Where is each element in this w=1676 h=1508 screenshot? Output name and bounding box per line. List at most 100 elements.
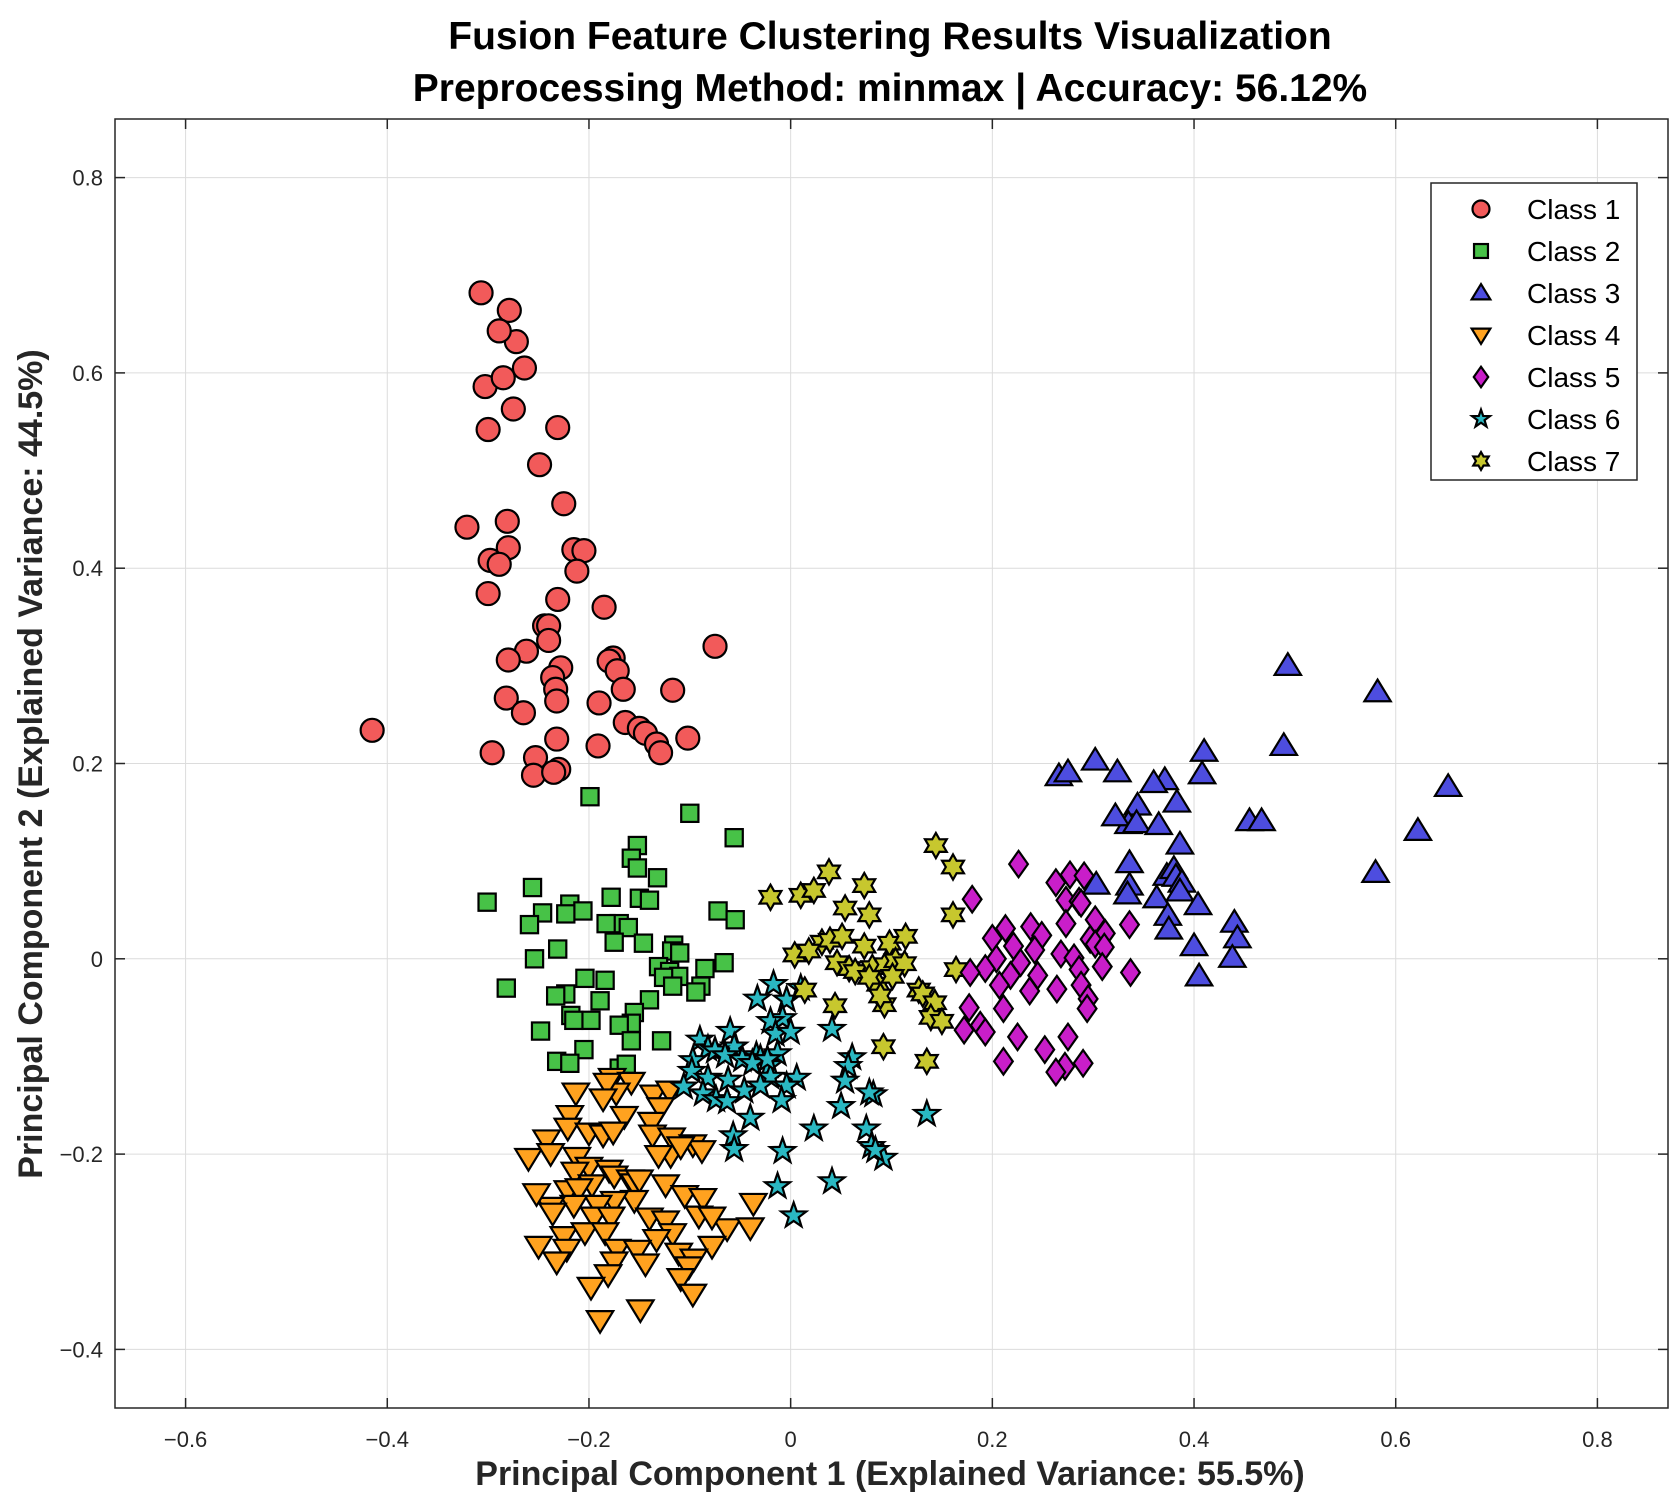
x-tick-label: 0.2 — [977, 1427, 1008, 1452]
class-3-point — [1268, 731, 1299, 757]
class-6-point — [744, 1069, 777, 1100]
class-5-point — [1055, 908, 1077, 939]
class-6-point — [850, 1112, 883, 1143]
class-3-point — [1080, 745, 1111, 771]
class-4-point — [665, 1136, 696, 1162]
class-2-point — [547, 939, 568, 959]
class-5-point — [1119, 957, 1142, 988]
class-2-point — [596, 913, 616, 934]
legend-item-class-1: Class 1 — [1471, 194, 1620, 225]
class-2-point — [530, 1021, 551, 1041]
class-7-point — [816, 857, 842, 887]
class-2-point — [695, 958, 715, 979]
class-6-point — [829, 1064, 861, 1095]
class-6-point — [832, 1049, 864, 1080]
class-6-point — [770, 1069, 803, 1100]
class-1-point — [468, 280, 494, 306]
class-7-point — [909, 979, 936, 1009]
class-2-point — [477, 892, 497, 912]
legend-marker-class-4 — [1469, 327, 1493, 347]
class-5-point — [1076, 993, 1098, 1024]
class-4-point — [630, 1253, 661, 1279]
y-tick-label: 0.6 — [72, 361, 103, 386]
class-2-point — [519, 914, 540, 935]
class-2-point — [522, 877, 543, 898]
class-3-point — [1183, 961, 1215, 987]
class-5-point — [1073, 860, 1095, 891]
class-2-point — [662, 976, 683, 996]
class-6-point — [911, 1097, 943, 1128]
class-1-point — [545, 414, 571, 441]
class-4-point — [513, 1147, 544, 1173]
class-1-point — [660, 677, 686, 703]
class-7-point — [891, 948, 918, 979]
class-4-point — [595, 1206, 627, 1232]
legend-label: Class 4 — [1527, 320, 1620, 351]
class-3-point — [1153, 914, 1184, 940]
class-5-point — [1018, 975, 1041, 1007]
class-1-point — [586, 690, 612, 716]
legend-marker-class-5 — [1472, 364, 1490, 390]
y-axis-label: Principal Component 2 (Explained Varianc… — [12, 349, 50, 1178]
class-6-point — [859, 1133, 892, 1164]
legend-marker-class-1 — [1471, 199, 1491, 219]
class-7-point — [757, 882, 784, 913]
class-7-point — [892, 921, 919, 952]
class-5-point — [974, 1016, 996, 1048]
class-2-point — [496, 978, 516, 998]
class-3-point — [1217, 943, 1248, 968]
class-6-point — [751, 1042, 784, 1073]
legend-item-class-4: Class 4 — [1469, 320, 1620, 351]
class-1-point — [536, 627, 562, 654]
class-2-point — [545, 986, 566, 1006]
class-6-point — [734, 1101, 767, 1132]
class-4-point — [541, 1251, 572, 1277]
class-3-point — [1432, 772, 1464, 798]
series-class-4 — [513, 1067, 769, 1335]
legend-item-class-7: Class 7 — [1471, 446, 1620, 477]
class-3-point — [1121, 808, 1152, 834]
class-7-point — [856, 900, 883, 930]
class-2-point — [670, 943, 690, 963]
class-2-point — [680, 803, 700, 824]
class-1-point — [610, 676, 636, 702]
data-markers — [359, 280, 1464, 1335]
class-4-point — [686, 1140, 718, 1165]
class-1-point — [479, 740, 505, 766]
class-1-point — [500, 396, 526, 422]
class-7-point — [795, 936, 822, 966]
class-1-point — [490, 365, 516, 391]
class-4-point — [560, 1082, 592, 1108]
class-4-point — [738, 1192, 769, 1218]
class-5-point — [1024, 934, 1046, 966]
class-2-point — [604, 932, 624, 952]
class-2-point — [595, 970, 615, 990]
class-4-point — [622, 1239, 653, 1265]
class-4-point — [643, 1144, 674, 1170]
class-6-point — [692, 1061, 724, 1092]
class-6-point — [761, 1169, 794, 1200]
class-1-point — [510, 700, 537, 726]
class-2-point — [639, 990, 660, 1010]
class-3-point — [1141, 883, 1172, 909]
class-5-point — [1045, 1056, 1067, 1088]
chart-title-line-1: Fusion Feature Clustering Results Visual… — [448, 15, 1331, 58]
class-7-point — [867, 981, 894, 1011]
class-6-point — [668, 1070, 700, 1101]
class-4-point — [548, 1226, 579, 1251]
class-5-point — [1050, 938, 1072, 970]
class-4-point — [624, 1169, 655, 1195]
class-5-point — [1045, 867, 1067, 898]
class-2-point — [575, 968, 595, 989]
class-1-point — [544, 688, 570, 714]
class-5-point — [959, 957, 981, 988]
legend-item-class-5: Class 5 — [1472, 362, 1620, 393]
class-2-point — [556, 904, 576, 924]
class-6-point — [816, 1164, 848, 1195]
class-6-point — [754, 1004, 787, 1035]
series-class-7 — [757, 830, 969, 1077]
class-2-point — [580, 786, 600, 807]
class-4-point — [636, 1111, 667, 1137]
class-1-point — [475, 580, 501, 607]
class-1-point — [564, 558, 590, 584]
